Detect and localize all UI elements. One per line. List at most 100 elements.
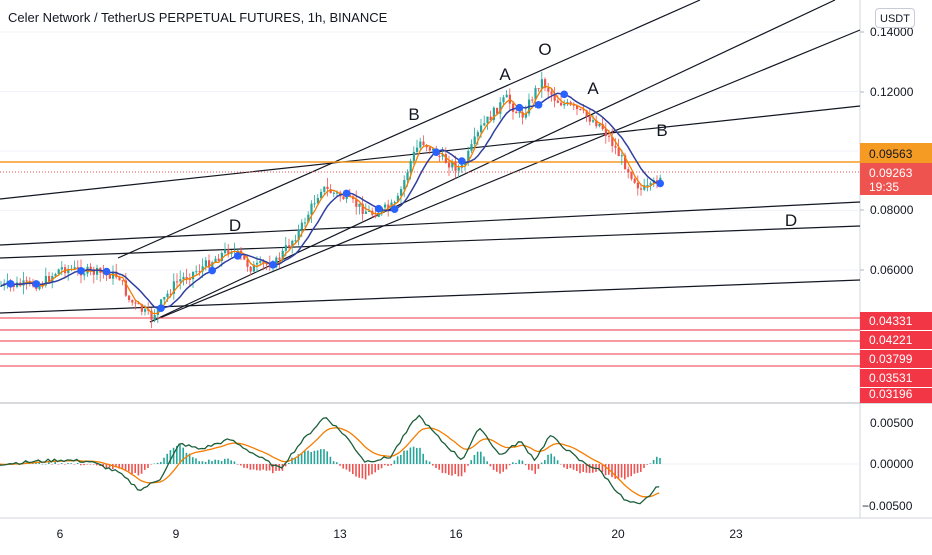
candle-body	[502, 97, 505, 103]
candle-body	[224, 249, 227, 254]
candle-body	[121, 280, 124, 282]
macd-histogram-bar	[236, 464, 239, 465]
macd-histogram-bar	[329, 456, 332, 464]
macd-histogram-bar	[316, 450, 319, 464]
candle-body	[240, 250, 243, 256]
macd-histogram-bar	[368, 464, 370, 476]
macd-histogram-bar	[617, 464, 620, 479]
macd-histogram-bar	[521, 460, 524, 464]
candle-body	[387, 204, 390, 209]
candle-body	[611, 136, 614, 146]
macd-histogram-bar	[188, 453, 191, 464]
candle-body	[25, 280, 28, 282]
macd-histogram-bar	[96, 464, 98, 466]
macd-histogram-bar	[438, 464, 440, 470]
price-axis-tick: 0.12000	[870, 85, 914, 99]
candle-body	[12, 284, 15, 287]
macd-histogram-bar	[307, 450, 309, 464]
macd-histogram-bar	[243, 464, 245, 468]
macd-histogram-bar	[412, 446, 415, 464]
candle-body	[579, 108, 582, 110]
axis-price-label: 0.04331	[869, 314, 913, 328]
price-axis-tick: 0.08000	[870, 203, 914, 217]
candle-body	[464, 162, 467, 166]
time-axis-tick: 23	[729, 527, 743, 541]
macd-histogram-bar	[582, 464, 584, 472]
candle-body	[44, 275, 47, 286]
macd-histogram-bar	[326, 451, 328, 464]
macd-histogram-bar	[160, 461, 162, 464]
candle-body	[108, 273, 111, 279]
macd-histogram-bar	[547, 454, 549, 464]
candle-body	[480, 125, 483, 133]
macd-histogram-bar	[572, 464, 575, 470]
macd-histogram-bar	[201, 461, 204, 464]
ma-cross-dot	[560, 90, 568, 99]
macd-histogram-bar	[454, 464, 456, 474]
macd-histogram-bar	[108, 464, 111, 468]
axis-price-labels: 0.09563 0.04331 0.04221 0.03799 0.03531 0.031…	[860, 143, 932, 403]
macd-axis: 0.00500 0.00000 −0.00500	[862, 416, 914, 513]
fast-ma-line	[0, 85, 661, 315]
macd-histogram-bar	[336, 462, 338, 464]
time-axis-tick: 9	[173, 527, 180, 541]
axis-price-label: 0.03799	[869, 352, 913, 366]
macd-histogram-bar	[310, 451, 312, 464]
macd-histogram-bar	[579, 464, 581, 474]
macd-histogram-bar	[342, 464, 344, 469]
candle-body	[572, 104, 575, 106]
candle-body	[476, 132, 479, 137]
wave-label: D	[229, 216, 241, 235]
macd-histogram-bar	[556, 460, 559, 464]
candle-body	[374, 214, 377, 217]
macd-histogram-bar	[489, 464, 492, 467]
macd-histogram-bar	[441, 464, 444, 473]
price-axis: 0.14000 0.12000 0.08000 0.06000	[860, 25, 914, 277]
macd-histogram-bar	[563, 464, 565, 468]
macd-histogram-bar	[400, 454, 402, 464]
candle-body	[540, 79, 543, 90]
macd-histogram-bar	[115, 464, 117, 468]
macd-histogram-bar	[598, 464, 600, 471]
candle-body	[643, 185, 646, 190]
macd-histogram-bar	[380, 464, 383, 469]
wave-label: O	[538, 40, 551, 59]
candle-body	[486, 116, 489, 124]
macd-histogram-bar	[89, 464, 92, 465]
candle-body	[326, 186, 329, 190]
wave-label: A	[499, 65, 511, 84]
candle-body	[236, 250, 239, 252]
candle-body	[585, 110, 588, 117]
candle-body	[582, 109, 585, 111]
candle-body	[627, 169, 630, 173]
candle-body	[166, 293, 169, 298]
candle-body	[150, 310, 153, 320]
axis-price-label-box	[860, 388, 932, 403]
candle-body	[169, 293, 172, 295]
macd-histogram-bar	[512, 462, 514, 464]
candle-body	[128, 295, 131, 300]
macd-histogram-bar	[640, 464, 642, 472]
macd-histogram-bar	[211, 461, 213, 464]
candle-body	[428, 147, 431, 151]
candle-body	[531, 99, 534, 101]
candle-body	[422, 141, 425, 145]
candle-body	[636, 182, 639, 189]
time-axis-tick: 16	[449, 527, 463, 541]
time-axis-tick: 6	[57, 527, 64, 541]
macd-histogram-bar	[524, 464, 527, 466]
candle-body	[483, 123, 486, 126]
macd-histogram-bar	[240, 464, 242, 466]
ma-cross-dot	[390, 205, 399, 214]
candle-body	[547, 87, 550, 92]
candle-body	[92, 269, 95, 275]
candle-body	[409, 160, 412, 173]
macd-histogram-bar	[630, 464, 632, 477]
macd-histogram-bar	[291, 457, 293, 464]
macd-histogram-bar	[508, 464, 511, 466]
currency-button[interactable]: USDT	[875, 8, 915, 28]
candle-body	[320, 191, 323, 199]
candle-body	[256, 262, 259, 265]
